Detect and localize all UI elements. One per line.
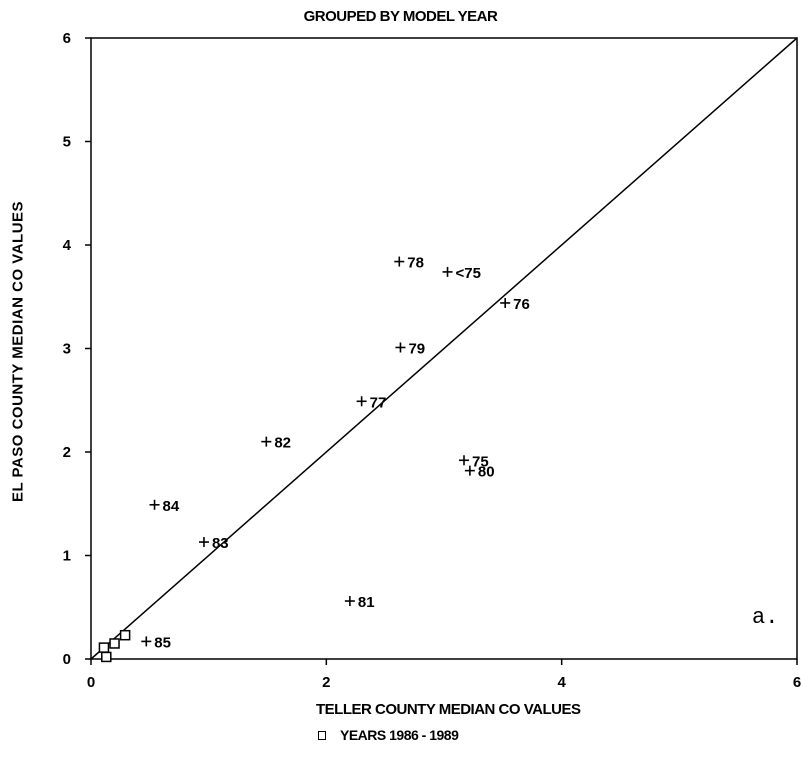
plus-marker [459,455,469,465]
point-label: <75 [456,265,481,282]
square-marker [102,652,111,661]
y-axis-label: EL PASO COUNTY MEDIAN CO VALUES [10,182,27,522]
y-tick-label: 1 [63,548,71,565]
x-axis-label: TELLER COUNTY MEDIAN CO VALUES [316,701,580,718]
plus-marker [443,267,453,277]
y-tick-label: 2 [63,444,71,461]
legend-square-marker [318,731,326,740]
point-label: 79 [408,340,425,357]
point-label: 84 [163,498,180,515]
y-tick-label: 4 [63,237,72,254]
legend: YEARS 1986 - 1989 [318,727,458,743]
y-tick-label: 3 [63,341,71,358]
point-label: 81 [358,594,375,611]
point-label: 83 [212,535,229,552]
y-tick-label: 5 [63,134,71,151]
plus-marker [357,396,367,406]
legend-entry-label: YEARS 1986 - 1989 [340,727,458,743]
square-marker [110,639,119,648]
x-tick-label: 6 [793,674,801,691]
square-marker [121,631,130,640]
square-marker [99,643,108,652]
reference-line-y-equals-x [91,38,797,659]
plus-marker [394,257,404,267]
x-tick-label: 2 [322,674,330,691]
x-tick-label: 0 [87,674,95,691]
point-label: 85 [154,634,171,651]
plus-marker [261,437,271,447]
point-label: 80 [478,464,495,481]
point-label: 82 [274,435,291,452]
plus-marker [345,596,355,606]
y-tick-label: 0 [63,651,71,668]
point-label: 76 [513,296,530,313]
y-tick-label: 6 [63,30,71,47]
x-tick-label: 4 [557,674,566,691]
plus-marker [199,537,209,547]
plus-marker [141,636,151,646]
plus-marker [500,298,510,308]
plus-marker [150,500,160,510]
panel-label: a. [752,605,778,630]
plus-marker [395,342,405,352]
point-label: 77 [370,394,387,411]
point-label: 78 [407,255,424,272]
